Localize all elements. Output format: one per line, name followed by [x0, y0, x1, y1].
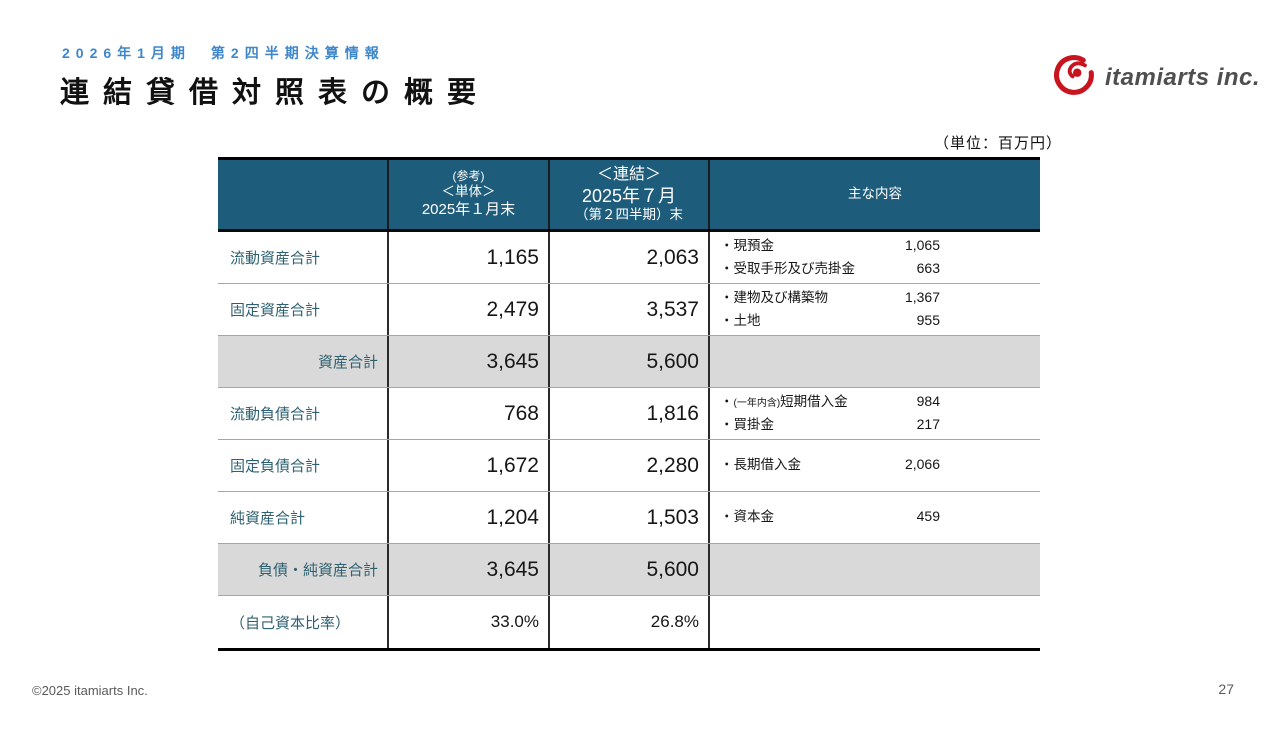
table-row-total-assets: 資産合計 3,645 5,600: [218, 336, 1040, 388]
detail-line: ・資本金 459: [720, 508, 940, 524]
header-consolidated-date: 2025年７月: [581, 185, 677, 206]
row-details: ・建物及び構築物 1,367 ・土地 955: [708, 284, 1040, 335]
value-consolidated: 1,816: [548, 388, 708, 439]
header-standalone-tag: ＜単体＞: [441, 184, 496, 200]
row-label: 純資産合計: [230, 510, 306, 527]
value-consolidated: 3,537: [548, 284, 708, 335]
row-details: ・(一年内含)短期借入金 984 ・買掛金 217: [708, 388, 1040, 439]
value-standalone: 3,645: [387, 544, 548, 595]
unit-note: （単位：百万円）: [933, 135, 1062, 152]
value-consolidated: 2,063: [548, 232, 708, 283]
page-number: 27: [1218, 681, 1234, 697]
row-label: 流動資産合計: [230, 250, 321, 267]
detail-line: ・買掛金 217: [720, 415, 940, 432]
table-header-row: (参考) ＜単体＞ 2025年１月末 ＜連結＞ 2025年７月 （第２四半期）末…: [218, 157, 1040, 232]
value-consolidated: 5,600: [548, 336, 708, 387]
value-standalone: 1,672: [387, 440, 548, 491]
row-label: 負債・純資産合計: [257, 562, 378, 579]
header-main-contents-label: 主な内容: [848, 186, 902, 202]
table-row-net-assets: 純資産合計 1,204 1,503 ・資本金 459: [218, 492, 1040, 544]
value-consolidated: 1,503: [548, 492, 708, 543]
header-ref-note: (参考): [452, 169, 485, 184]
table-row-fixed-assets: 固定資産合計 2,479 3,537 ・建物及び構築物 1,367 ・土地 955: [218, 284, 1040, 336]
value-consolidated: 26.8%: [548, 596, 708, 648]
value-standalone: 2,479: [387, 284, 548, 335]
row-details: ・資本金 459: [708, 492, 1040, 543]
slide-subtitle: 2026年1月期 第2四半期決算情報: [62, 45, 385, 61]
value-standalone: 768: [387, 388, 548, 439]
detail-line: ・受取手形及び売掛金 663: [720, 259, 940, 276]
header-consolidated-cell: ＜連結＞ 2025年７月 （第２四半期）末: [548, 160, 708, 229]
detail-line: ・土地 955: [720, 311, 940, 328]
header-empty-cell: [218, 160, 387, 229]
value-standalone: 1,204: [387, 492, 548, 543]
row-details: ・長期借入金 2,066: [708, 440, 1040, 491]
row-details: [708, 336, 1040, 387]
value-consolidated: 2,280: [548, 440, 708, 491]
table-row-total-liabilities-net-assets: 負債・純資産合計 3,645 5,600: [218, 544, 1040, 596]
header-standalone-date: 2025年１月末: [421, 201, 516, 219]
table-body: 流動資産合計 1,165 2,063 ・現預金 1,065 ・受取手形及び売掛金 6…: [218, 232, 1040, 651]
detail-line: ・長期借入金 2,066: [720, 456, 940, 472]
header-consolidated-tag: ＜連結＞: [596, 165, 661, 183]
row-details: [708, 596, 1040, 648]
detail-line: ・建物及び構築物 1,367: [720, 288, 940, 305]
row-label: 固定資産合計: [230, 302, 321, 319]
row-label: （自己資本比率）: [230, 614, 351, 632]
table-row-equity-ratio: （自己資本比率） 33.0% 26.8%: [218, 596, 1040, 648]
itamiarts-swirl-icon: [1052, 53, 1096, 102]
value-standalone: 3,645: [387, 336, 548, 387]
row-label: 固定負債合計: [230, 458, 321, 475]
header-consolidated-note: （第２四半期）末: [575, 207, 683, 223]
header-standalone-cell: (参考) ＜単体＞ 2025年１月末: [387, 160, 548, 229]
row-details: ・現預金 1,065 ・受取手形及び売掛金 663: [708, 232, 1040, 283]
copyright-text: ©2025 itamiarts Inc.: [32, 683, 148, 698]
row-label: 資産合計: [317, 354, 378, 371]
value-standalone: 33.0%: [387, 596, 548, 648]
value-standalone: 1,165: [387, 232, 548, 283]
table-row-current-liabilities: 流動負債合計 768 1,816 ・(一年内含)短期借入金 984 ・買掛金 217: [218, 388, 1040, 440]
page-title: 連結貸借対照表の概要: [60, 77, 491, 109]
balance-sheet-table: (参考) ＜単体＞ 2025年１月末 ＜連結＞ 2025年７月 （第２四半期）末…: [218, 157, 1040, 651]
value-consolidated: 5,600: [548, 544, 708, 595]
row-label: 流動負債合計: [230, 406, 321, 423]
table-row-current-assets: 流動資産合計 1,165 2,063 ・現預金 1,065 ・受取手形及び売掛金 6…: [218, 232, 1040, 284]
company-logo-text: itamiarts inc.: [1105, 63, 1261, 91]
table-row-fixed-liabilities: 固定負債合計 1,672 2,280 ・長期借入金 2,066: [218, 440, 1040, 492]
company-logo: itamiarts inc.: [1052, 53, 1260, 102]
detail-line: ・(一年内含)短期借入金 984: [720, 392, 940, 409]
detail-line: ・現預金 1,065: [720, 236, 940, 253]
row-details: [708, 544, 1040, 595]
header-main-contents-cell: 主な内容: [708, 160, 1040, 229]
